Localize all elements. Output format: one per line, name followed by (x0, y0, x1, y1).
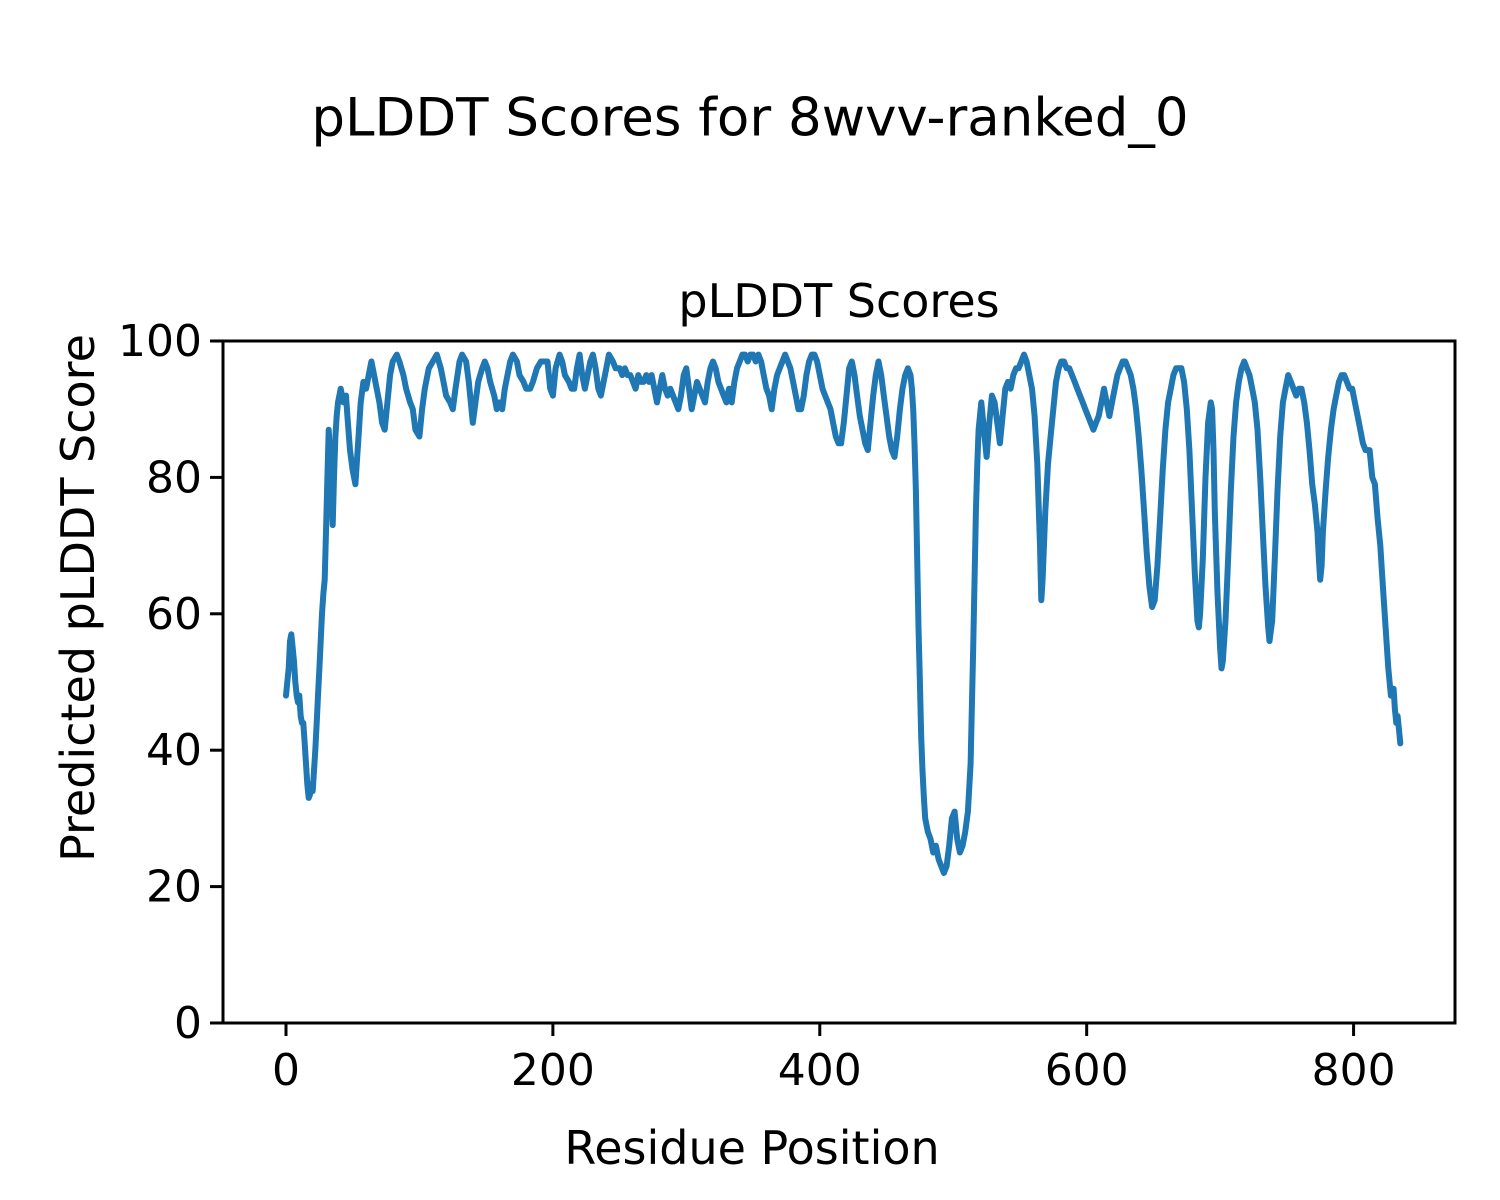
axis-tick-labels: 0 200 400 600 800 0 20 40 60 80 100 (118, 316, 1396, 1096)
figure-title: pLDDT Scores for 8wvv-ranked_0 (311, 87, 1189, 149)
x-tick-label: 0 (272, 1045, 300, 1096)
x-axis-label: Residue Position (564, 1121, 940, 1175)
y-tick-label: 40 (146, 725, 202, 776)
axis-ticks (210, 339, 1356, 1036)
x-tick-label: 200 (511, 1045, 595, 1096)
y-tick-label: 20 (146, 862, 202, 913)
x-tick-label: 600 (1045, 1045, 1129, 1096)
x-tick-label: 800 (1312, 1045, 1396, 1096)
y-axis-label: Predicted pLDDT Score (51, 334, 105, 862)
y-tick-label: 0 (174, 998, 202, 1049)
axes-frame (221, 339, 1457, 1025)
x-tick-label: 400 (778, 1045, 862, 1096)
axes-title: pLDDT Scores (678, 274, 1000, 328)
plddt-line (283, 351, 1404, 876)
y-tick-label: 100 (118, 316, 202, 367)
y-tick-label: 60 (146, 589, 202, 640)
y-tick-label: 80 (146, 452, 202, 503)
